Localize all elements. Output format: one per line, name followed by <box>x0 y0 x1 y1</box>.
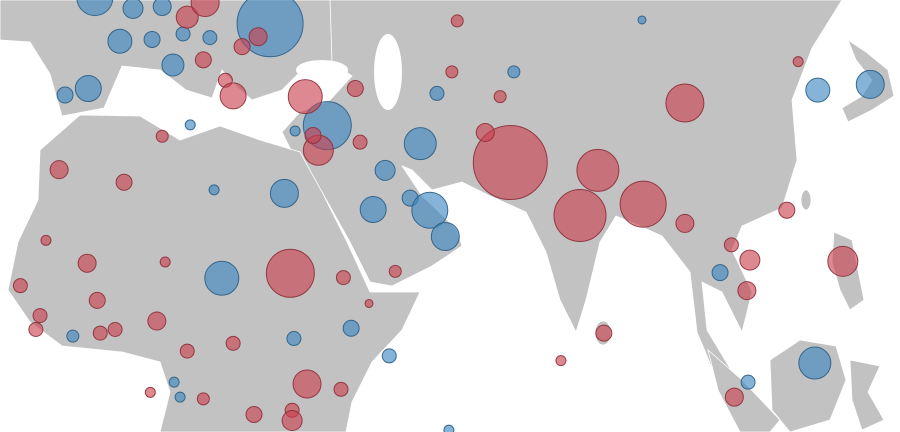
bubble <box>174 391 186 403</box>
bubble <box>493 90 507 104</box>
bubble <box>161 53 185 77</box>
bubble <box>147 311 167 331</box>
bubble <box>159 256 171 268</box>
bubble <box>77 253 97 273</box>
land-taiwan <box>800 189 812 211</box>
bubble <box>56 86 74 104</box>
bubble <box>225 335 241 351</box>
bubble <box>66 329 80 343</box>
bubble <box>711 264 729 282</box>
bubble <box>248 27 268 47</box>
bubble <box>443 424 455 432</box>
bubble <box>287 79 323 115</box>
bubble <box>12 278 28 294</box>
bubble <box>28 322 44 338</box>
bubble <box>346 80 364 98</box>
bubble <box>107 322 123 338</box>
bubble <box>619 180 667 228</box>
bubble <box>179 343 195 359</box>
bubble <box>49 160 69 180</box>
bubble <box>359 196 387 224</box>
bubble <box>92 325 108 341</box>
bubble <box>576 148 620 192</box>
bubble <box>675 213 695 233</box>
bubble <box>76 0 114 17</box>
bubble <box>381 348 397 364</box>
bubble <box>342 319 360 337</box>
bubble <box>333 381 349 397</box>
bubble <box>429 85 445 101</box>
bubble <box>32 308 48 324</box>
bubble <box>40 234 52 246</box>
bubble <box>122 0 144 19</box>
bubble <box>190 0 220 18</box>
bubble <box>740 374 756 390</box>
bubble <box>352 134 368 150</box>
bubble <box>233 38 251 56</box>
bubble <box>88 291 106 309</box>
bubble <box>281 409 303 431</box>
bubble <box>798 346 832 380</box>
bubble <box>637 15 647 25</box>
bubble <box>475 122 495 142</box>
bubble <box>388 264 402 278</box>
bubble <box>265 248 315 298</box>
bubble <box>595 324 613 342</box>
bubble <box>144 386 156 398</box>
bubble <box>204 260 240 296</box>
bubble <box>827 245 859 277</box>
bubble <box>143 30 161 48</box>
bubble <box>555 355 567 367</box>
bubble <box>792 56 804 68</box>
bubble-layer <box>12 0 885 432</box>
bubble <box>737 281 757 301</box>
bubble <box>335 270 351 286</box>
bubble <box>289 125 301 137</box>
land-sulawesi <box>849 359 885 431</box>
bubble <box>723 237 739 253</box>
bubble <box>805 77 831 103</box>
bubble <box>115 173 133 191</box>
bubble <box>403 127 437 161</box>
bubble <box>739 249 761 271</box>
bubble <box>202 30 218 46</box>
bubble <box>155 129 169 143</box>
bubble <box>269 178 299 208</box>
bubble <box>219 82 247 110</box>
bubble <box>374 159 396 181</box>
bubble <box>196 392 210 406</box>
bubble <box>184 119 196 131</box>
bubble <box>245 405 263 423</box>
bubble <box>74 75 102 103</box>
bubble <box>175 5 199 29</box>
bubble <box>472 125 548 201</box>
bubble <box>553 189 607 243</box>
bubble <box>152 0 172 16</box>
bubble <box>292 369 322 399</box>
bubble <box>208 184 220 196</box>
bubble <box>304 126 322 144</box>
bubble <box>724 387 744 407</box>
bubble <box>175 26 191 42</box>
bubble <box>445 65 459 79</box>
bubble <box>450 14 464 28</box>
bubble <box>507 65 521 79</box>
bubble <box>168 376 180 388</box>
bubble <box>430 221 460 251</box>
bubble <box>778 201 796 219</box>
bubble <box>286 331 302 347</box>
bubble <box>411 191 449 229</box>
bubble <box>194 51 212 69</box>
bubble <box>364 298 374 308</box>
caspian-sea <box>374 34 402 110</box>
bubble <box>107 28 133 54</box>
bubble <box>665 83 705 123</box>
bubble <box>855 69 885 99</box>
black-sea <box>296 60 348 80</box>
